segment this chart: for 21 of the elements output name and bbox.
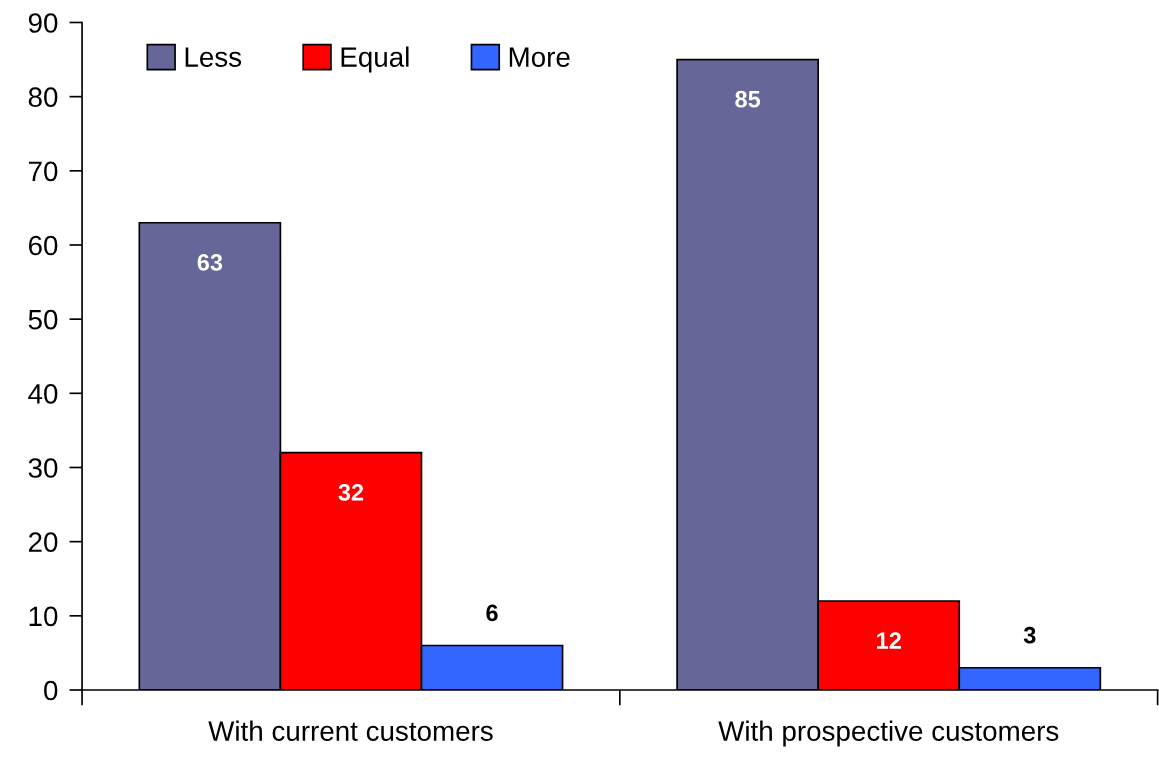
data-label: 12 bbox=[877, 632, 901, 649]
data-label: 85 bbox=[735, 90, 761, 108]
y-tick-label: 20 bbox=[28, 532, 58, 552]
y-tick-label: 80 bbox=[28, 87, 58, 107]
y-tick-label: 0 bbox=[44, 680, 58, 701]
data-label: 3 bbox=[1023, 626, 1036, 644]
data-label: 63 bbox=[197, 254, 223, 271]
data-label: 32 bbox=[338, 483, 364, 501]
x-tick-label: With current customers bbox=[208, 720, 493, 741]
y-tick-label: 40 bbox=[28, 383, 58, 404]
y-tick-label: 50 bbox=[28, 309, 58, 330]
data-label: 6 bbox=[486, 604, 498, 622]
legend-label: More bbox=[509, 47, 570, 67]
y-tick-label: 60 bbox=[28, 235, 58, 256]
legend-label: Equal bbox=[341, 46, 409, 73]
y-tick-label: 30 bbox=[28, 458, 58, 478]
legend-label: Less bbox=[185, 47, 242, 67]
y-tick-label: 10 bbox=[29, 606, 58, 627]
y-tick-label: 70 bbox=[28, 161, 58, 182]
y-tick-label: 90 bbox=[28, 13, 58, 33]
x-tick-label: With prospective customers bbox=[718, 720, 1059, 747]
